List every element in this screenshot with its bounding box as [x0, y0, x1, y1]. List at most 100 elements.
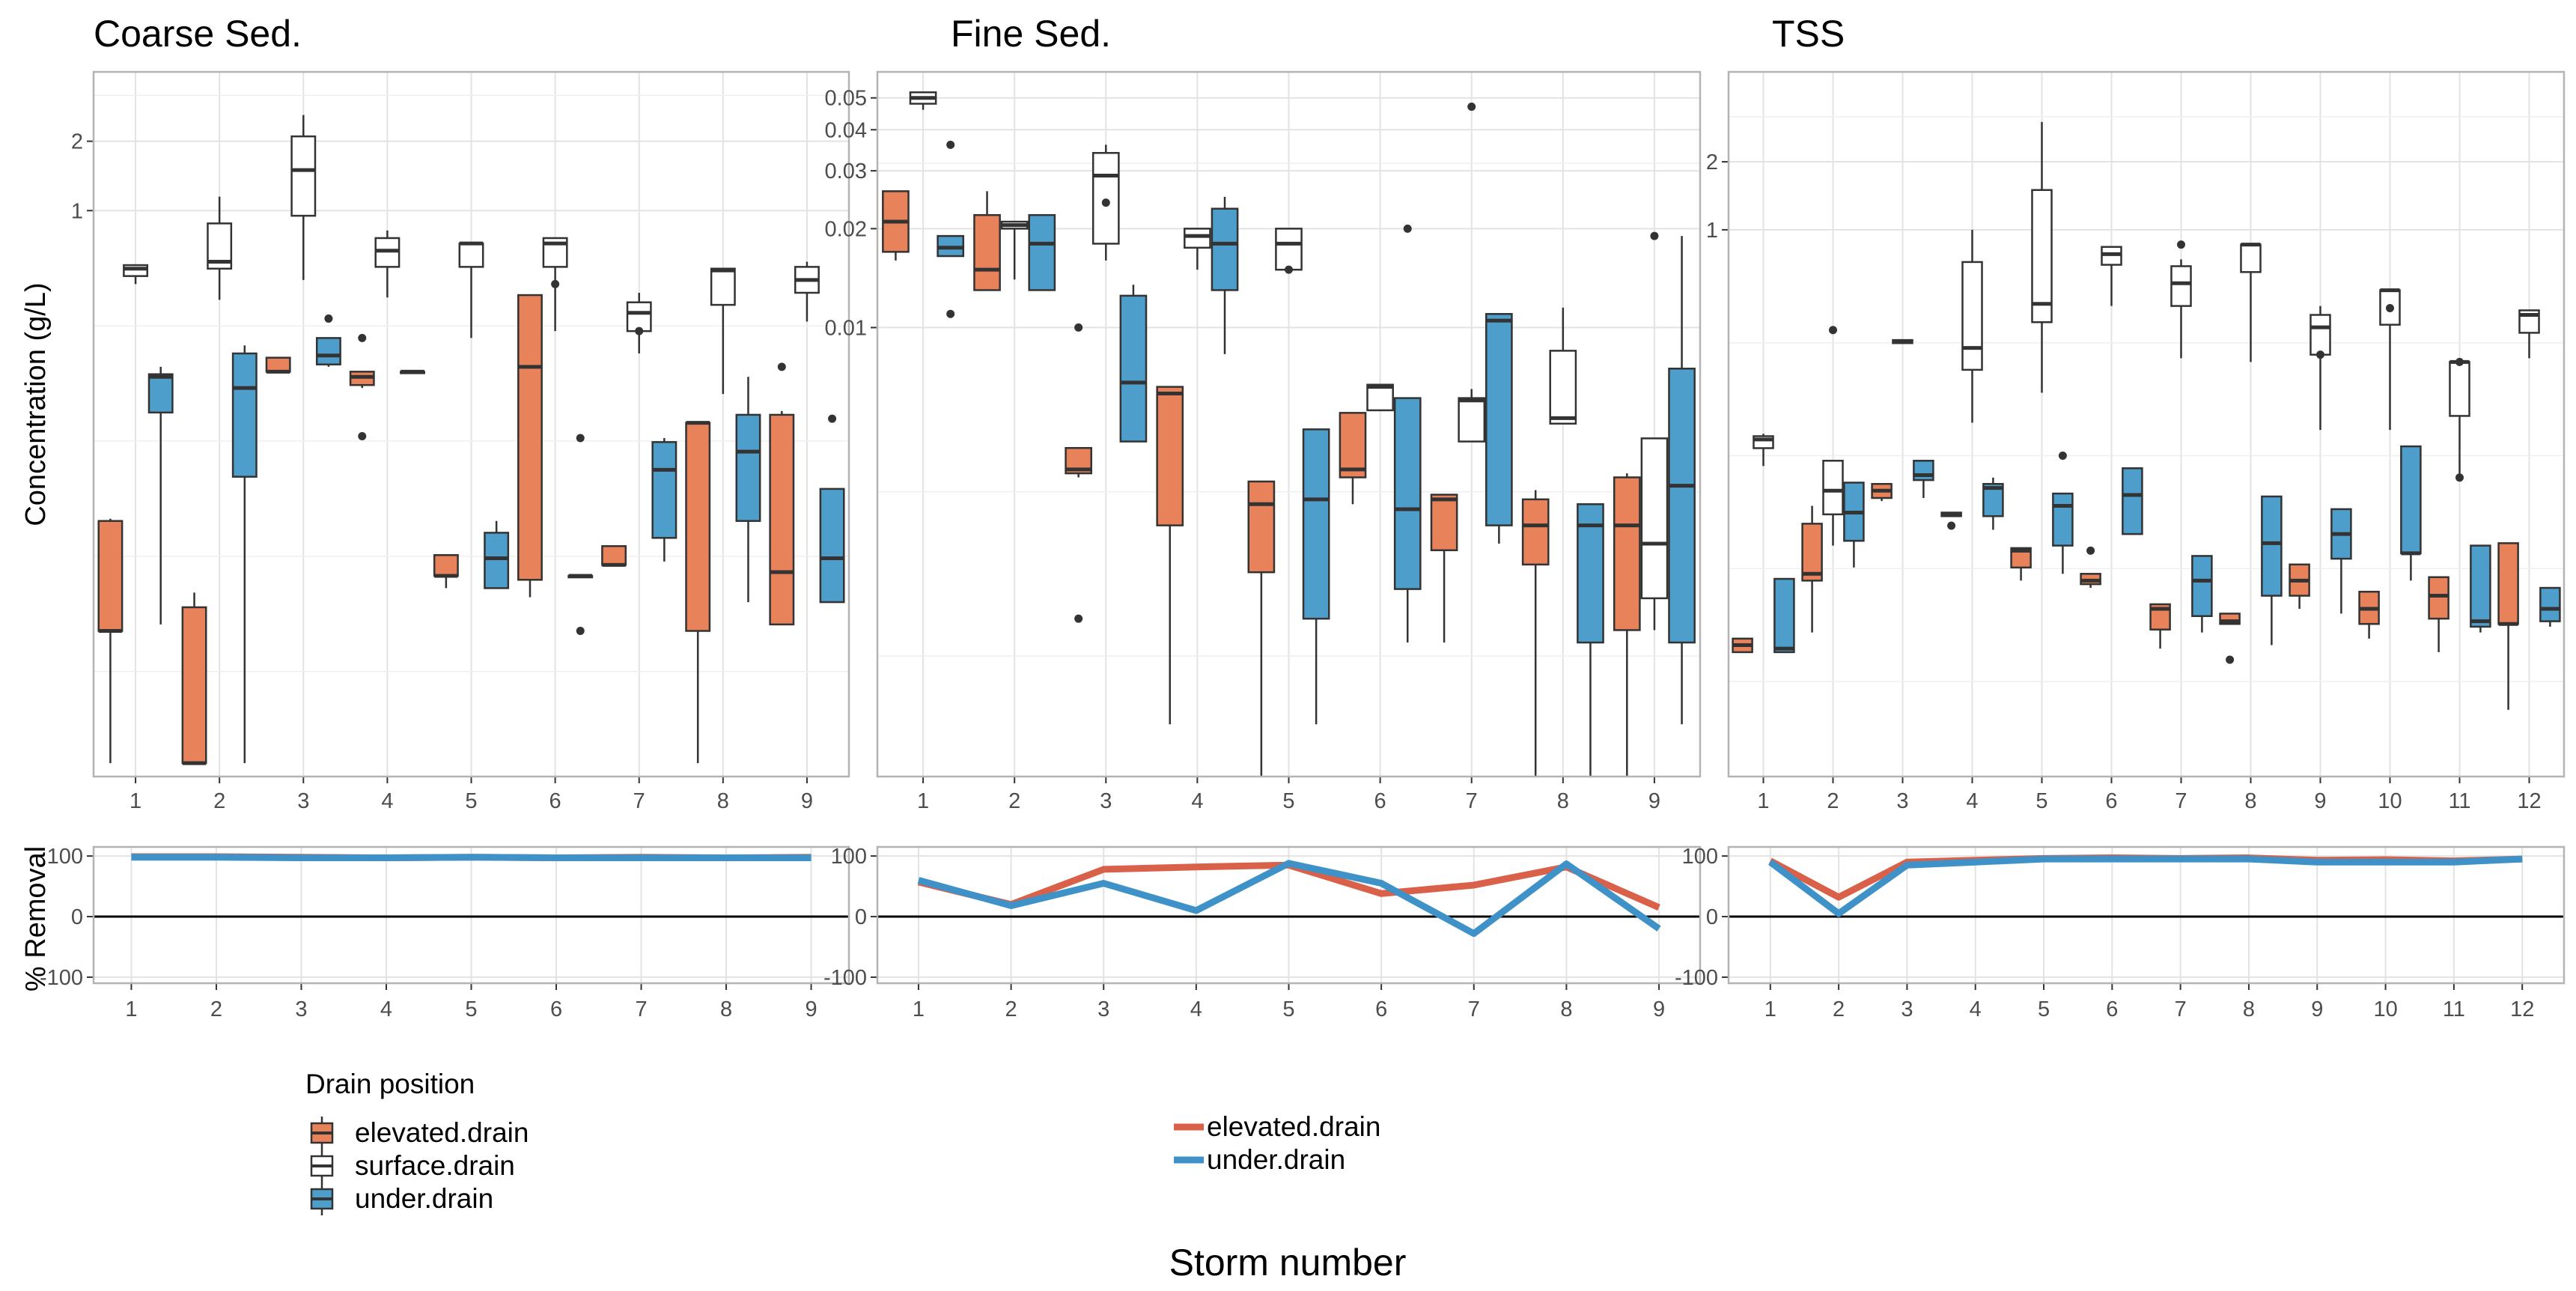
removal-x-tick-label: 5: [2038, 997, 2050, 1021]
box-body: [819, 487, 845, 604]
box-elevated-4: [1940, 511, 1962, 530]
removal-y-tick-label: -100: [40, 966, 83, 990]
removal-x-tick-label: 9: [2311, 997, 2323, 1021]
panel-title: Fine Sed.: [951, 13, 1111, 55]
box-body: [710, 267, 736, 306]
plot-area: [1729, 72, 2564, 777]
box-body: [2428, 576, 2449, 620]
box-body: [1211, 207, 1239, 291]
y-tick-label: 2: [1706, 151, 1718, 174]
box-body: [433, 554, 459, 577]
box-body: [1801, 523, 1823, 582]
removal-x-tick-label: 1: [125, 997, 137, 1021]
box-body: [1028, 213, 1056, 291]
box-under-1: [937, 140, 965, 318]
box-body: [147, 373, 174, 414]
removal-y-tick-label: -100: [1675, 966, 1718, 990]
removal-y-tick-label: 100: [47, 845, 83, 869]
box-body: [735, 413, 761, 522]
outlier-point: [946, 140, 955, 149]
box-body: [651, 441, 678, 539]
box-surface-9: [2309, 306, 2331, 431]
box-under-5: [2052, 452, 2074, 574]
box-under-3: [1913, 460, 1934, 498]
box-body: [1521, 498, 1550, 566]
box-body: [1549, 350, 1577, 425]
box-body: [1485, 313, 1513, 526]
box-body: [1668, 367, 1696, 644]
x-tick-label: 9: [801, 789, 813, 813]
x-tick-label: 12: [2517, 789, 2541, 813]
outlier-point: [324, 314, 333, 323]
box-surface-6: [542, 237, 568, 332]
y-axis-label-concentration: Concentration (g/L): [20, 282, 52, 526]
box-body: [2449, 361, 2470, 417]
box-body: [1339, 412, 1367, 479]
x-tick-label: 1: [130, 789, 141, 813]
box-body: [1913, 460, 1934, 482]
x-axis-label: Storm number: [1169, 1242, 1407, 1284]
outlier-point: [2058, 452, 2067, 461]
outlier-point: [1467, 103, 1476, 112]
removal-y-tick-label: 0: [1706, 905, 1718, 929]
box-elevated-2: [1801, 505, 1823, 633]
removal-x-tick-label: 1: [1764, 997, 1776, 1021]
box-elevated-8: [2219, 613, 2241, 664]
box-body: [1613, 476, 1641, 631]
removal-line-line_under: [917, 860, 1661, 938]
box-body: [1430, 493, 1458, 552]
x-tick-label: 6: [2105, 789, 2117, 813]
box-under-10: [2400, 445, 2422, 581]
removal-x-tick-label: 11: [2443, 997, 2465, 1021]
removal-x-tick-label: 9: [805, 997, 817, 1021]
box-body: [1773, 577, 1795, 654]
box-under-3: [315, 314, 341, 367]
box-surface-9: [1640, 231, 1669, 631]
box-surface-4: [1184, 228, 1211, 270]
box-surface-5: [1275, 228, 1303, 274]
x-tick-label: 1: [917, 789, 929, 813]
box-elevated-6: [1339, 412, 1367, 505]
outlier-point: [1650, 231, 1659, 240]
box-elevated-6: [517, 294, 543, 598]
box-surface-6: [1366, 383, 1394, 412]
removal-x-tick-label: 9: [1653, 997, 1665, 1021]
box-surface-2: [1822, 326, 1844, 546]
box-elevated-1: [1732, 637, 1753, 654]
removal-x-tick-label: 6: [550, 997, 562, 1021]
outlier-point: [2316, 350, 2324, 359]
outlier-point: [2226, 655, 2235, 664]
outlier-point: [2455, 357, 2464, 366]
box-elevated-7: [2149, 603, 2171, 649]
legend-label: under.drain: [355, 1183, 493, 1214]
box-body: [1247, 480, 1276, 574]
box-under-1: [147, 366, 174, 625]
x-tick-label: 5: [465, 789, 477, 813]
box-body: [1091, 151, 1120, 245]
outlier-point: [828, 414, 837, 423]
outlier-point: [1829, 326, 1837, 335]
box-body: [973, 213, 1001, 291]
panel-title: Coarse Sed.: [94, 13, 302, 55]
box-surface-9: [794, 261, 820, 322]
box-surface-7: [1458, 103, 1486, 443]
removal-x-tick-label: 5: [465, 997, 477, 1021]
outlier-point: [576, 434, 585, 443]
panel-0: Coarse Sed. 1 2 1 2 3 4 5 6 7 8 9 1 2 3 4 5 6 7 8 9 -100 0 100: [40, 13, 850, 1021]
removal-panel-border: [92, 845, 850, 985]
box-under-5: [484, 520, 510, 589]
outlier-point: [358, 431, 367, 440]
box-elevated-3: [265, 356, 291, 374]
x-tick-label: 5: [1282, 789, 1294, 813]
removal-x-tick-label: 7: [2175, 997, 2187, 1021]
panel-border: [1727, 70, 2566, 778]
box-surface-4: [1961, 229, 1983, 423]
removal-x-tick-label: 7: [635, 997, 647, 1021]
x-tick-label: 8: [2244, 789, 2256, 813]
box-elevated-7: [1430, 493, 1458, 643]
box-body: [290, 135, 317, 217]
legend-line-label: under.drain: [1207, 1144, 1345, 1175]
box-elevated-1: [882, 190, 910, 261]
x-tick-label: 3: [297, 789, 309, 813]
